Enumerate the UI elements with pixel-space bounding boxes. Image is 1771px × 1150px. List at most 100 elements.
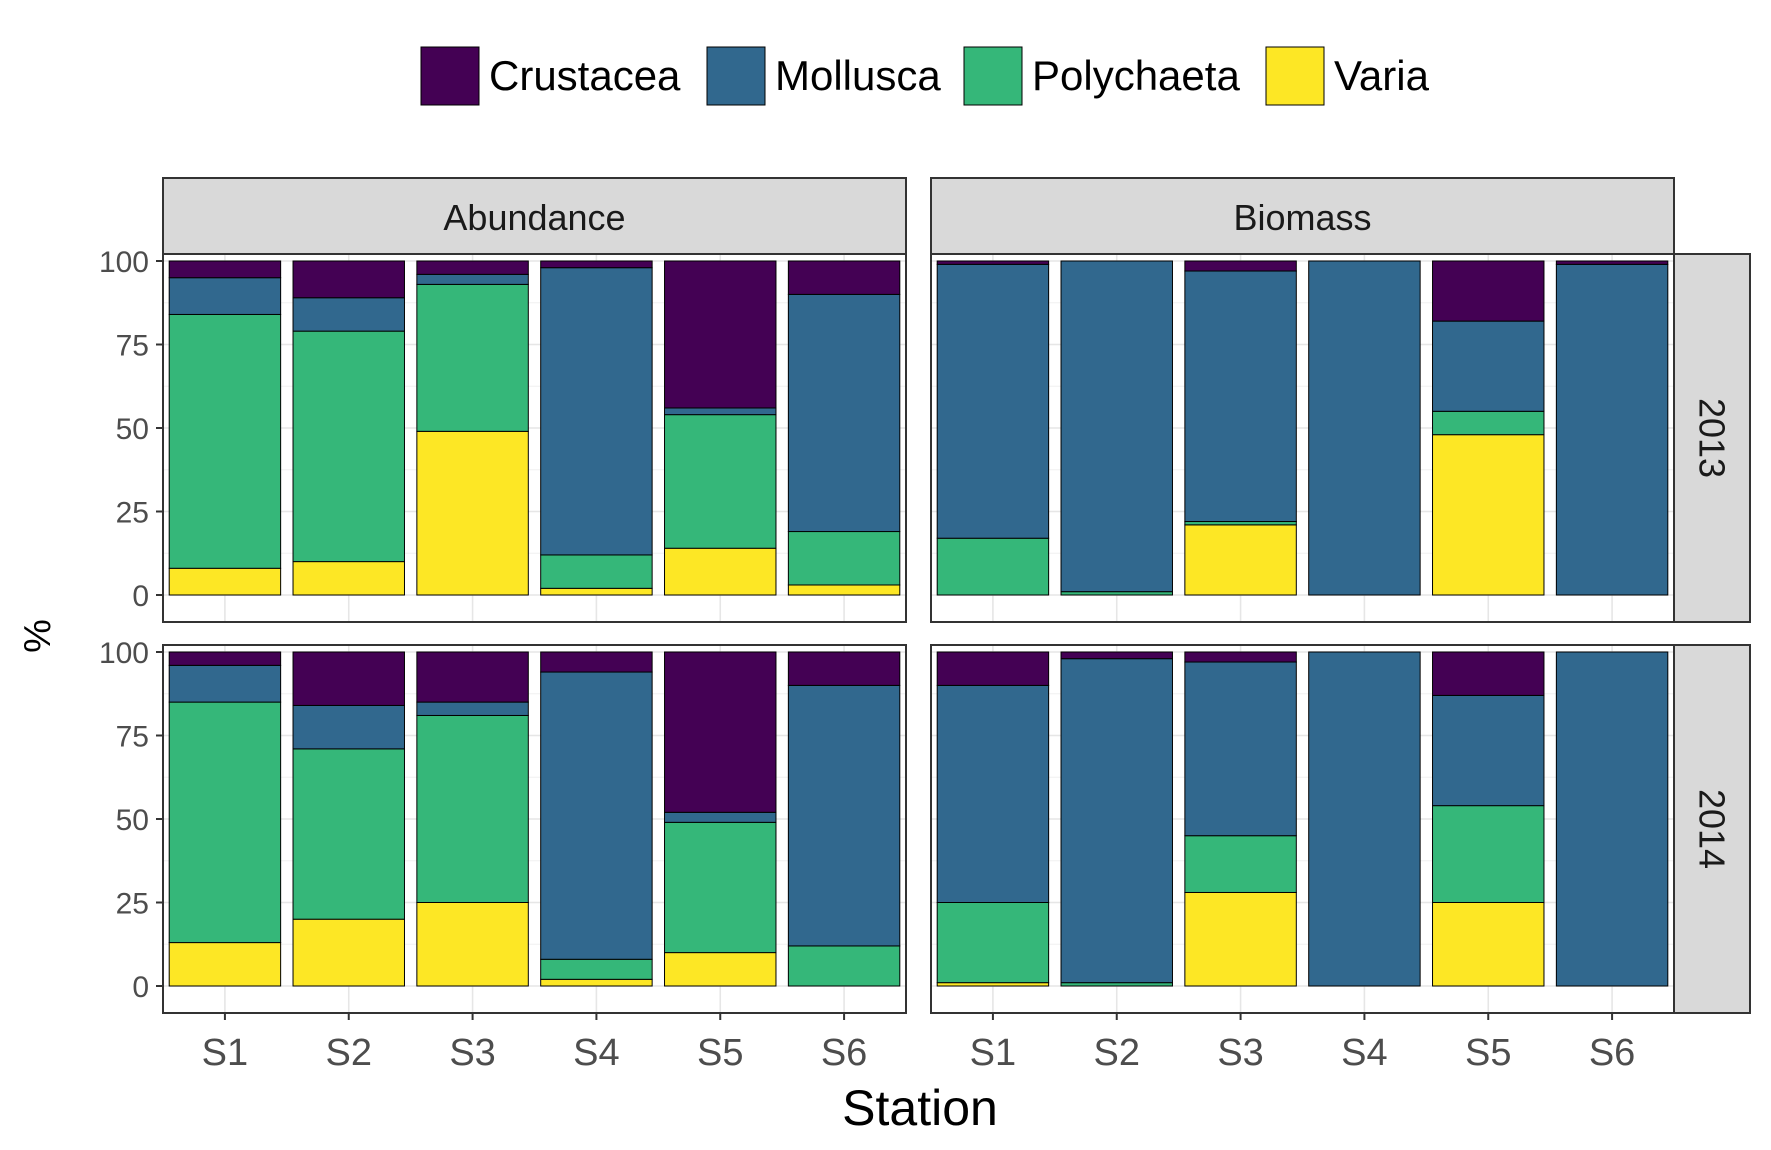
bar-abundance-2013-s6-varia	[787, 584, 901, 596]
bar-abundance-2014-s3-polychaeta	[416, 714, 529, 904]
bar-biomass-2014-s2-mollusca	[1060, 658, 1173, 984]
bar-abundance-2013-s5-crustacea	[664, 260, 777, 409]
bar-abundance-2014-s4-polychaeta	[540, 958, 653, 980]
bar-biomass-2014-s3-polychaeta	[1184, 835, 1297, 893]
bar-biomass-2014-s2-polychaeta	[1060, 982, 1173, 987]
bar-abundance-2013-s5-polychaeta	[664, 414, 777, 549]
bar-abundance-2014-s6-crustacea	[787, 651, 901, 686]
bar-abundance-2014-s5-varia	[664, 952, 777, 987]
bar-abundance-2014-s1-crustacea	[168, 651, 282, 666]
bar-abundance-2013-s1-crustacea	[168, 260, 282, 279]
bar-abundance-2013-s1-varia	[168, 567, 282, 596]
bar-biomass-2013-s6-crustacea	[1555, 260, 1669, 265]
x-tick-label: S5	[1465, 1032, 1511, 1074]
bar-abundance-2013-s3-mollusca	[416, 273, 529, 285]
bar-biomass-2014-s6-mollusca	[1555, 651, 1669, 987]
bar-biomass-2013-s3-mollusca	[1184, 270, 1297, 523]
panel-biomass-2014: S1 S2 S3 S4 S5 S6	[930, 644, 1675, 1074]
panel-abundance-2014: 0 25 50 75 100 S1 S2 S3 S4 S5 S6	[99, 637, 907, 1074]
bar-abundance-2013-s3-varia	[416, 430, 529, 596]
bar-biomass-2014-s3-varia	[1184, 891, 1297, 987]
bar-biomass-2014-s1-varia	[936, 982, 1050, 987]
bar-biomass-2014-s5-varia	[1432, 902, 1545, 987]
legend-label-varia: Varia	[1334, 52, 1430, 99]
bar-abundance-2014-s2-mollusca	[292, 704, 405, 750]
bar-abundance-2013-s6-polychaeta	[787, 531, 901, 586]
facet-label-2013: 2013	[1692, 398, 1733, 478]
y-tick-label: 0	[132, 971, 149, 1004]
legend-label-crustacea: Crustacea	[489, 52, 681, 99]
facet-label-abundance: Abundance	[443, 197, 625, 238]
facet-strip-2014	[1673, 644, 1751, 1014]
x-tick-label: S6	[1589, 1032, 1635, 1074]
x-tick-label: S2	[1094, 1032, 1140, 1074]
facet-panels: Abundance Biomass 2013 2014 0 25 50 75 100 0 25 50 7…	[99, 177, 1751, 1074]
y-tick-label: 75	[116, 330, 149, 363]
bar-abundance-2014-s6-polychaeta	[787, 945, 901, 987]
y-tick-label: 25	[116, 888, 149, 921]
bar-abundance-2014-s1-polychaeta	[168, 701, 282, 944]
y-tick-label: 100	[99, 637, 149, 670]
bar-biomass-2013-s3-crustacea	[1184, 260, 1297, 272]
y-tick-label: 50	[116, 413, 149, 446]
bar-biomass-2014-s1-crustacea	[936, 651, 1050, 686]
bar-biomass-2013-s1-mollusca	[936, 263, 1050, 539]
bar-abundance-2014-s2-polychaeta	[292, 748, 405, 920]
bar-biomass-2014-s5-mollusca	[1432, 694, 1545, 807]
legend-label-polychaeta: Polychaeta	[1032, 52, 1240, 99]
bar-biomass-2014-s1-mollusca	[936, 684, 1050, 904]
panel-border	[162, 253, 907, 623]
legend: Crustacea Mollusca Polychaeta Varia	[420, 46, 1430, 106]
facet-label-biomass: Biomass	[1233, 197, 1371, 238]
y-tick-label: 0	[132, 580, 149, 613]
bar-abundance-2013-s2-crustacea	[292, 260, 405, 299]
bar-biomass-2013-s5-polychaeta	[1432, 410, 1545, 436]
facet-strip-2013	[1673, 253, 1751, 623]
bar-abundance-2013-s1-polychaeta	[168, 313, 282, 569]
legend-key-mollusca	[706, 46, 766, 106]
bar-abundance-2013-s3-polychaeta	[416, 283, 529, 432]
bar-biomass-2014-s1-polychaeta	[936, 902, 1050, 984]
y-tick-label: 75	[116, 721, 149, 754]
x-tick-label: S5	[697, 1032, 743, 1074]
bar-biomass-2013-s2-mollusca	[1060, 260, 1173, 593]
bar-biomass-2013-s1-polychaeta	[936, 537, 1050, 596]
bar-abundance-2013-s2-varia	[292, 561, 405, 596]
bar-biomass-2013-s5-mollusca	[1432, 320, 1545, 412]
bar-abundance-2014-s3-crustacea	[416, 651, 529, 703]
bar-biomass-2014-s2-crustacea	[1060, 651, 1173, 660]
x-tick-label: S3	[449, 1032, 495, 1074]
bar-biomass-2014-s5-polychaeta	[1432, 805, 1545, 904]
bar-abundance-2014-s2-varia	[292, 918, 405, 987]
bar-abundance-2014-s3-mollusca	[416, 701, 529, 716]
bar-abundance-2013-s5-varia	[664, 547, 777, 596]
bar-biomass-2013-s5-varia	[1432, 434, 1545, 596]
bar-abundance-2014-s1-varia	[168, 942, 282, 987]
bar-abundance-2013-s2-mollusca	[292, 297, 405, 332]
bar-abundance-2014-s4-mollusca	[540, 671, 653, 960]
bar-biomass-2013-s1-crustacea	[936, 260, 1050, 265]
bar-abundance-2014-s6-mollusca	[787, 684, 901, 947]
legend-key-crustacea	[420, 46, 480, 106]
legend-key-varia	[1265, 46, 1325, 106]
bar-abundance-2014-s4-varia	[540, 978, 653, 987]
facet-strip-biomass	[930, 177, 1675, 255]
legend-key-polychaeta	[963, 46, 1023, 106]
y-tick-label: 25	[116, 497, 149, 530]
bar-abundance-2014-s3-varia	[416, 902, 529, 987]
y-tick-label: 50	[116, 804, 149, 837]
x-tick-label: S4	[1341, 1032, 1387, 1074]
bar-abundance-2013-s4-polychaeta	[540, 554, 653, 589]
x-axis-label: Station	[842, 1080, 998, 1136]
bar-biomass-2014-s4-mollusca	[1308, 651, 1421, 987]
panel-biomass-2013	[930, 253, 1675, 623]
bar-biomass-2014-s5-crustacea	[1432, 651, 1545, 696]
bar-abundance-2013-s4-mollusca	[540, 267, 653, 556]
bar-abundance-2013-s2-polychaeta	[292, 330, 405, 563]
bar-abundance-2014-s5-polychaeta	[664, 821, 777, 954]
x-tick-label: S4	[573, 1032, 619, 1074]
bar-abundance-2013-s6-crustacea	[787, 260, 901, 295]
bar-biomass-2013-s6-mollusca	[1555, 263, 1669, 596]
bar-abundance-2014-s5-mollusca	[664, 811, 777, 823]
